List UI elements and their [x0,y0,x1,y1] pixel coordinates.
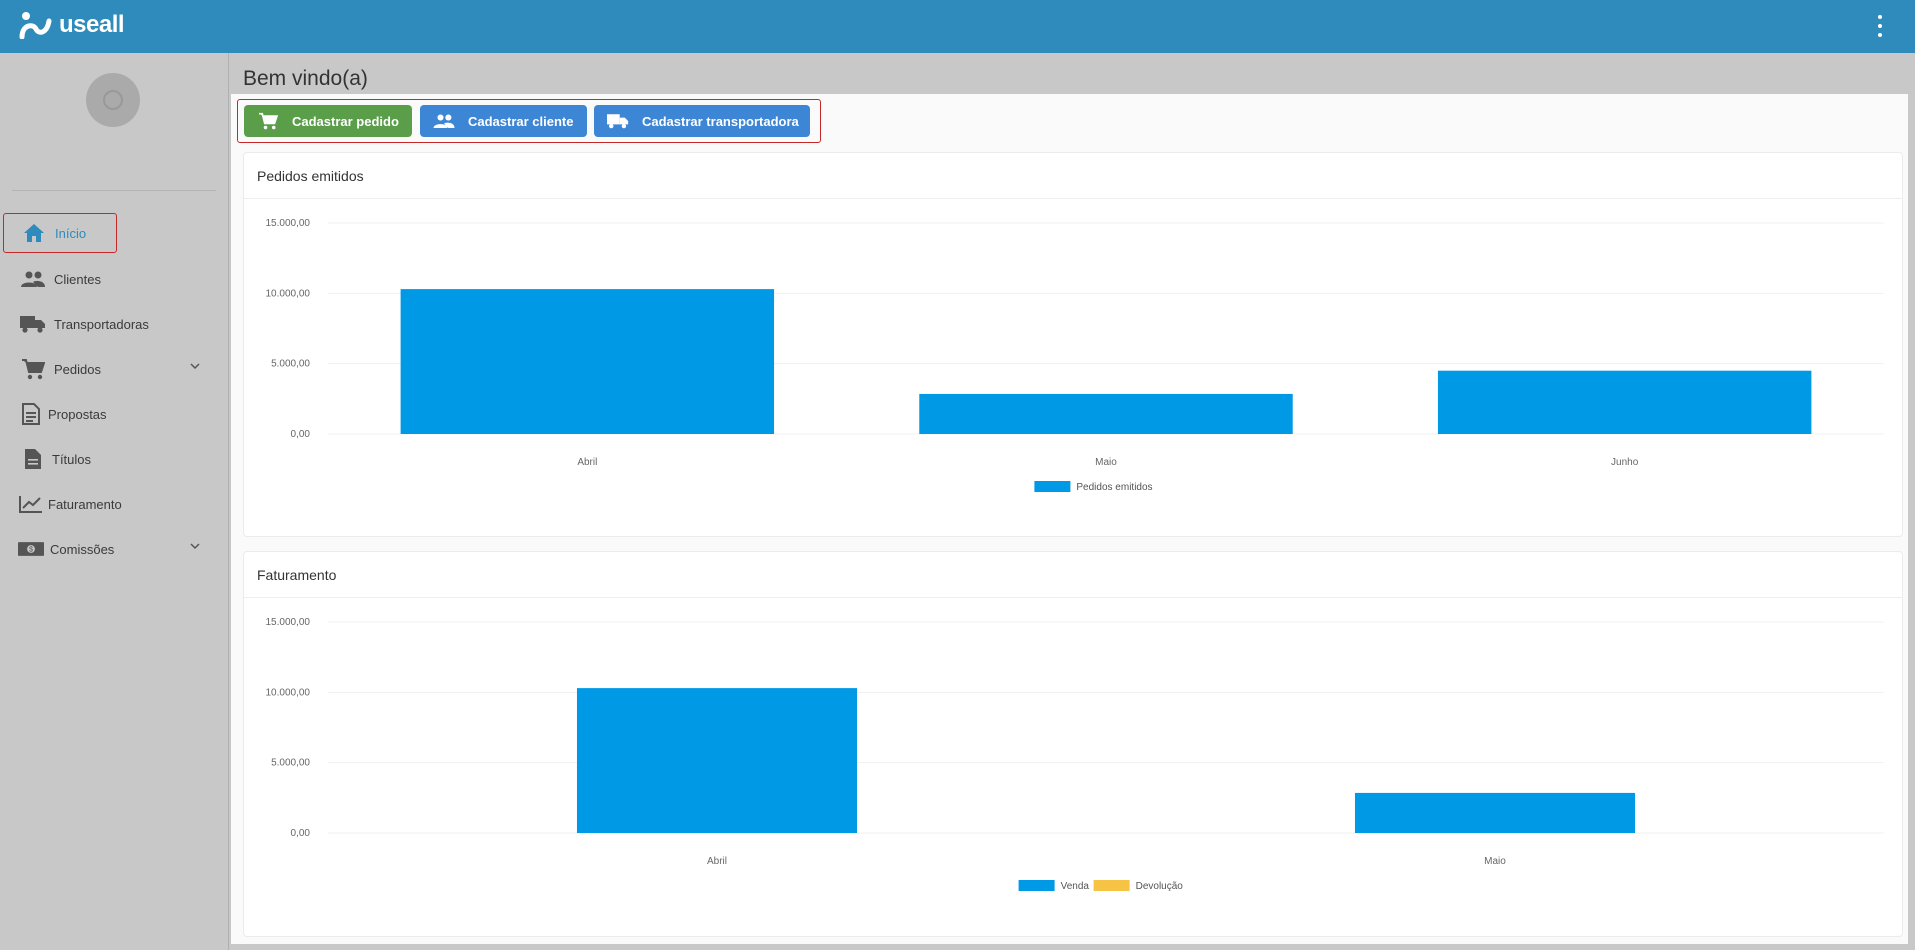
y-tick-label: 5.000,00 [271,359,310,370]
sidebar-item-label: Faturamento [48,496,122,512]
bar-venda-abril [576,688,858,833]
new-order-label: Cadastrar pedido [292,113,399,129]
billing-chart-card: Faturamento 0,00 5.000,00 10.000,00 15.000,… [243,551,1903,937]
new-order-button[interactable]: Cadastrar pedido [244,105,412,137]
sidebar-item-faturamento[interactable]: Faturamento [0,484,228,524]
more-options-button[interactable] [1875,15,1885,37]
more-vert-icon [1878,15,1882,19]
top-bar: useall [0,0,1915,53]
document-icon [18,402,44,426]
sidebar-item-label: Propostas [48,406,107,422]
legend-swatch [1018,880,1055,891]
action-buttons: Cadastrar pedido Cadastrar cliente Cadas… [237,99,821,143]
truck-icon [606,111,630,131]
trending-up-icon [18,492,44,516]
new-carrier-label: Cadastrar transportadora [642,113,799,129]
sidebar: Início Clientes Transportadoras Pedidos … [0,53,229,950]
avatar[interactable] [86,73,140,127]
people-icon [20,267,46,291]
x-tick-label: Abril [577,457,597,468]
dashboard-panel: Cadastrar pedido Cadastrar cliente Cadas… [231,94,1908,944]
x-tick-label: Maio [1095,457,1117,468]
truck-icon [20,312,46,336]
legend-swatch [1034,481,1071,492]
y-tick-label: 10.000,00 [266,687,311,698]
sidebar-item-inicio[interactable]: Início [3,213,117,253]
y-tick-label: 15.000,00 [266,617,311,628]
sidebar-divider [12,190,216,191]
bar-pedidos-emitidos-junho [1437,370,1812,434]
sidebar-item-label: Títulos [52,451,92,467]
legend-swatch [1093,880,1130,891]
bar-pedidos-emitidos-abril [400,289,775,434]
orders-chart-title: Pedidos emitidos [257,168,364,184]
new-carrier-button[interactable]: Cadastrar transportadora [594,105,810,137]
y-tick-label: 0,00 [291,429,311,440]
y-tick-label: 15.000,00 [266,218,311,229]
legend-label: Devolução [1136,881,1184,892]
cart-icon [256,111,280,131]
main-content: Bem vindo(a) Cadastrar pedido Cadastrar … [229,53,1915,950]
new-client-label: Cadastrar cliente [468,113,574,129]
svg-text:$: $ [29,547,33,554]
y-tick-label: 0,00 [291,828,311,839]
legend-label: Venda [1061,881,1090,892]
app-logo[interactable]: useall [19,9,125,41]
chevron-down-icon [190,363,200,370]
x-tick-label: Junho [1611,457,1639,468]
sidebar-item-pedidos[interactable]: Pedidos [0,349,228,389]
y-tick-label: 5.000,00 [271,758,310,769]
logo-mark-icon [19,12,52,39]
billing-chart-title: Faturamento [257,567,337,583]
page-title: Bem vindo(a) [243,67,368,90]
sidebar-item-label: Clientes [54,271,101,287]
sidebar-item-clientes[interactable]: Clientes [0,259,228,299]
x-tick-label: Abril [707,856,727,867]
sidebar-item-label: Transportadoras [54,316,149,332]
bar-venda-maio [1354,792,1636,833]
billing-chart: 0,00 5.000,00 10.000,00 15.000,00 Abril Maio V… [266,617,1884,892]
people-icon [432,111,456,131]
money-icon: $ [18,537,44,561]
bar-pedidos-emitidos-maio [919,393,1293,434]
home-icon [21,221,47,245]
sidebar-item-label: Pedidos [54,361,101,377]
sidebar-item-comissoes[interactable]: $ Comissões [0,529,228,569]
orders-chart: 0,00 5.000,00 10.000,00 15.000,00 Abril Maio J… [266,218,1884,493]
legend-label: Pedidos emitidos [1076,482,1152,493]
cart-icon [20,357,46,381]
sidebar-item-titulos[interactable]: Títulos [0,439,228,479]
new-client-button[interactable]: Cadastrar cliente [420,105,587,137]
logo-text: useall [59,11,125,38]
file-icon [20,447,46,471]
sidebar-item-propostas[interactable]: Propostas [0,394,228,434]
sidebar-item-label: Comissões [50,541,115,557]
orders-chart-card: Pedidos emitidos 0,00 5.000,00 10.000,00 15… [243,152,1903,537]
y-tick-label: 10.000,00 [266,288,311,299]
chevron-down-icon [190,543,200,550]
x-tick-label: Maio [1484,856,1506,867]
sidebar-item-label: Início [55,225,87,241]
sidebar-item-transportadoras[interactable]: Transportadoras [0,304,228,344]
